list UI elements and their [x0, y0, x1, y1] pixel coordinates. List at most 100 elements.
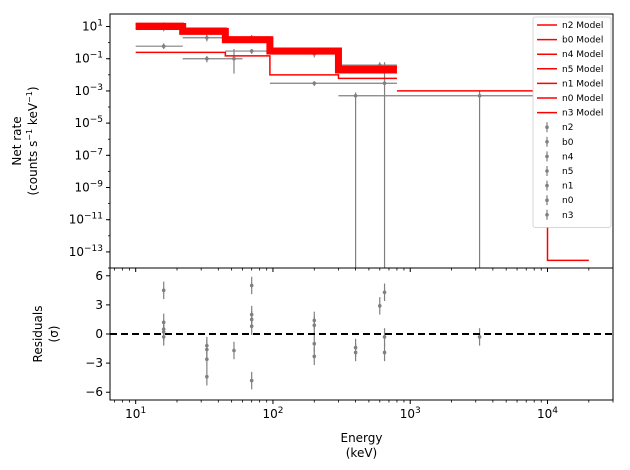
legend-data-marker-0 [545, 125, 549, 129]
x-tick-label-0: 101 [125, 406, 146, 421]
residual-0 [161, 281, 166, 300]
residual-8 [205, 367, 209, 386]
data-point-11 [269, 81, 339, 87]
y-tick-label-2: 10−3 [74, 83, 103, 98]
res-y-tick-label-3: −3 [85, 356, 103, 370]
x-axis: 101 102 103 104 Energy(keV) [114, 268, 614, 460]
legend-model-label-2: n4 Model [562, 50, 603, 60]
res-y-tick-label-4: −6 [85, 385, 103, 399]
data-marker [312, 81, 317, 86]
res-y-tick-label-2: 0 [95, 327, 103, 341]
residuals-panel: 6 3 0 −3 −6 Residuals (σ) [31, 267, 614, 401]
residual-10 [249, 276, 254, 295]
residual-marker [353, 350, 358, 355]
residual-marker [377, 304, 382, 308]
residual-marker [249, 324, 254, 329]
legend-data-label-0: n2 [562, 123, 573, 133]
residual-marker [312, 323, 317, 328]
residual-18 [312, 347, 317, 366]
residual-22 [382, 283, 387, 301]
data-point-15 [338, 62, 397, 268]
data-point-2 [135, 43, 183, 50]
legend-data-marker-5 [545, 198, 549, 202]
x-axis-title: Energy [340, 431, 382, 445]
data-point-16 [396, 90, 548, 268]
residual-marker [205, 347, 209, 352]
residual-16 [312, 316, 317, 334]
residual-20 [353, 343, 358, 362]
data-marker [205, 56, 209, 61]
data-marker [161, 44, 166, 48]
residual-marker [477, 335, 482, 339]
legend-data-marker-4 [545, 183, 549, 188]
data-marker [249, 49, 254, 53]
x-axis-units: (keV) [346, 446, 377, 460]
y-tick-label-5: 10−9 [74, 180, 103, 195]
residual-marker [232, 348, 236, 353]
residual-marker [205, 357, 209, 362]
residual-marker [382, 335, 387, 339]
res-y-tick-label-0: 6 [95, 269, 103, 283]
x-tick-label-3: 104 [537, 406, 558, 421]
residual-marker [161, 335, 166, 339]
y-tick-label-6: 10−11 [69, 212, 103, 227]
y-axis-units: (counts s−1 keV−1) [25, 86, 40, 195]
residual-21 [377, 297, 382, 315]
model-step-2 [135, 51, 397, 80]
y-axis-title: Net rate [10, 116, 24, 165]
residual-4 [161, 328, 166, 346]
residuals-title: Residuals [31, 306, 45, 363]
legend-data-label-4: n1 [562, 182, 573, 192]
data-point-14 [338, 92, 397, 268]
legend-data-label-6: n3 [562, 211, 573, 221]
x-tick-label-2: 103 [400, 406, 421, 421]
data-marker [477, 93, 482, 98]
legend-model-label-6: n3 Model [562, 109, 603, 119]
legend-data-label-1: b0 [562, 138, 574, 148]
y-tick-label-7: 10−13 [69, 244, 103, 259]
residual-marker [312, 354, 317, 359]
data-point-9 [225, 49, 270, 54]
legend-data-marker-6 [545, 213, 549, 217]
residual-marker [382, 350, 387, 355]
residual-marker [205, 374, 209, 379]
model-step-3 [135, 27, 397, 73]
legend-model-label-4: n1 Model [562, 79, 603, 89]
residual-marker [161, 288, 166, 293]
residuals-units: (σ) [47, 326, 61, 343]
data-marker [382, 81, 387, 86]
residual-marker [312, 341, 317, 346]
data-marker [205, 35, 209, 40]
residual-7 [205, 350, 209, 368]
residual-25 [477, 328, 482, 346]
legend-model-label-0: n2 Model [562, 21, 603, 31]
y-tick-label-3: 10−5 [74, 115, 103, 130]
data-point-4 [182, 34, 226, 42]
data-point-6 [225, 49, 243, 74]
residual-marker [249, 283, 254, 288]
residual-23 [382, 328, 387, 346]
legend-model-label-5: n0 Model [562, 94, 603, 104]
top-panel: 101 10−1 10−3 10−5 10−7 10−9 10−11 10−13 Net rat… [10, 13, 614, 269]
x-tick-label-1: 102 [262, 406, 283, 421]
residual-marker [382, 290, 387, 295]
legend-model-label-1: b0 Model [562, 36, 603, 46]
data-marker [232, 56, 236, 61]
legend: n2 Model b0 Model n4 Model n5 Model n1 Model… [532, 16, 612, 228]
bottom-plot-area [161, 276, 482, 390]
y-tick-label-0: 101 [82, 19, 103, 34]
legend-data-marker-2 [545, 154, 549, 159]
top-plot-area [135, 22, 589, 268]
residual-13 [249, 317, 254, 335]
residual-9 [232, 341, 236, 360]
residual-14 [249, 371, 254, 390]
y-tick-label-4: 10−7 [74, 147, 103, 162]
legend-data-label-2: n4 [562, 152, 574, 162]
y-tick-label-1: 10−1 [74, 51, 103, 66]
legend-box [532, 16, 612, 228]
data-point-5 [182, 55, 226, 63]
res-y-tick-label-1: 3 [95, 298, 103, 312]
legend-data-label-5: n0 [562, 196, 574, 206]
residual-marker [249, 378, 254, 383]
